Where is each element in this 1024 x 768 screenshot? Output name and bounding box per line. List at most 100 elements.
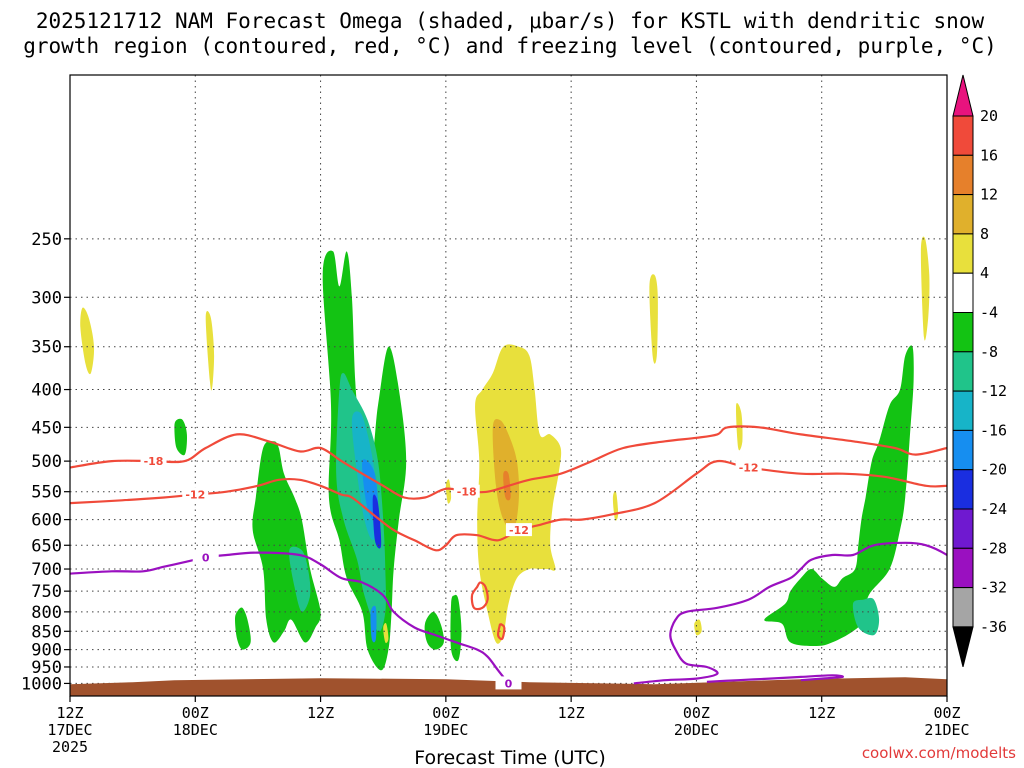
y-tick-label-1000: 1000 <box>21 674 62 694</box>
contour-label-1-2: -12 <box>739 461 759 474</box>
omega-region-3 <box>235 607 251 650</box>
y-tick-label-500: 500 <box>31 452 62 472</box>
x-tick-label-72: 12Z <box>808 704 835 722</box>
colorbar-label-9: -20 <box>980 461 1007 479</box>
contour-label-bg-0-1 <box>453 484 480 498</box>
x-tick-date-60: 20DEC <box>674 721 719 739</box>
contour-line-3 <box>496 622 506 641</box>
colorbar-bin-6 <box>952 312 974 353</box>
x-tick-label-48: 12Z <box>558 704 585 722</box>
colorbar-bin-12 <box>952 547 974 589</box>
colorbar-bin-8 <box>952 390 974 431</box>
colorbar-bin-10 <box>952 469 974 510</box>
contour-line-4 <box>70 551 510 685</box>
contour-label-bg-1-1 <box>505 523 532 537</box>
contour-label-4-1: 0 <box>505 677 513 690</box>
contour-label-bg-0-0 <box>140 454 167 468</box>
omega-region-13 <box>370 605 377 643</box>
colorbar-bottom-arrow <box>952 626 974 668</box>
colorbar-label-7: -12 <box>980 382 1007 400</box>
x-tick-date-84: 21DEC <box>924 721 969 739</box>
x-tick-date-0: 17DEC <box>47 721 92 739</box>
omega-region-4 <box>424 611 444 650</box>
colorbar-bin-1 <box>952 115 974 156</box>
contour-label-bg-4-1 <box>495 676 522 690</box>
y-tick-label-850: 850 <box>31 622 62 642</box>
contour-lines: -18 -18 -12 -12 -12 0 0 <box>70 425 947 690</box>
omega-region-22 <box>383 623 389 644</box>
contour-label-1-0: -12 <box>185 489 205 502</box>
colorbar-label-12: -32 <box>980 579 1007 597</box>
y-tick-label-900: 900 <box>31 641 62 661</box>
y-tick-label-800: 800 <box>31 603 62 623</box>
x-axis-title: Forecast Time (UTC) <box>414 747 605 768</box>
colorbar-bin-13 <box>952 587 974 628</box>
colorbar-bin-2 <box>952 154 974 196</box>
omega-region-9 <box>289 546 311 613</box>
x-tick-label-60: 00Z <box>683 704 710 722</box>
chart-title-line-2: growth region (contoured, red, °C) and f… <box>23 34 997 58</box>
y-tick-label-400: 400 <box>31 381 62 401</box>
contour-line-5 <box>633 541 947 685</box>
chart-title-line-1: 2025121712 NAM Forecast Omega (shaded, μ… <box>36 9 985 33</box>
y-tick-label-300: 300 <box>31 288 62 308</box>
omega-region-5 <box>450 594 462 662</box>
colorbar-label-10: -24 <box>980 500 1007 518</box>
x-tick-label-36: 00Z <box>432 704 459 722</box>
colorbar-label-0: 20 <box>980 107 998 125</box>
credit-text: coolwx.com/modelts <box>862 744 1016 762</box>
contour-label-4-0: 0 <box>202 551 210 564</box>
x-tick-label-24: 12Z <box>307 704 334 722</box>
omega-region-21 <box>445 479 452 504</box>
contour-line-6 <box>706 674 845 683</box>
contour-label-bg-4-0 <box>192 550 219 564</box>
contour-label-0-0: -18 <box>144 455 164 468</box>
contour-label-1-1: -12 <box>509 524 529 537</box>
colorbar-label-6: -8 <box>980 343 998 361</box>
colorbar-label-3: 8 <box>980 225 989 243</box>
x-tick-date-12: 18DEC <box>173 721 218 739</box>
colorbar-label-13: -36 <box>980 618 1007 636</box>
colorbar-label-2: 12 <box>980 186 998 204</box>
y-tick-label-350: 350 <box>31 338 62 358</box>
colorbar-bin-3 <box>952 194 974 235</box>
colorbar-bin-7 <box>952 351 974 392</box>
contour-label-bg-1-0 <box>182 487 209 501</box>
omega-region-2 <box>174 418 188 456</box>
omega-region-19 <box>920 236 930 341</box>
colorbar-legend: 20 16 12 8 4 -4 -8 -12 -16 -20 -24 -28 -32 -36 <box>952 74 1007 668</box>
contour-label-0-1: -18 <box>457 486 477 499</box>
y-tick-label-650: 650 <box>31 536 62 556</box>
omega-region-6 <box>764 345 914 647</box>
y-tick-label-600: 600 <box>31 511 62 531</box>
y-axis: 2503003504004505005506006507007508008509… <box>21 230 70 694</box>
omega-region-18 <box>80 307 95 375</box>
contour-line-2 <box>470 581 489 611</box>
omega-region-8 <box>336 373 386 632</box>
y-tick-label-950: 950 <box>31 658 62 678</box>
y-tick-label-750: 750 <box>31 582 62 602</box>
colorbar-bin-11 <box>952 508 974 549</box>
x-tick-label-84: 00Z <box>933 704 960 722</box>
x-tick-year-0: 2025 <box>52 738 88 756</box>
colorbar-label-8: -16 <box>980 421 1007 439</box>
colorbar-label-4: 4 <box>980 264 989 282</box>
omega-region-16 <box>649 274 658 364</box>
x-tick-date-36: 19DEC <box>423 721 468 739</box>
omega-region-17 <box>205 311 215 391</box>
y-tick-label-550: 550 <box>31 483 62 503</box>
colorbar-bin-9 <box>952 429 974 471</box>
colorbar-bin-4 <box>952 233 974 274</box>
plot-frame <box>69 74 948 697</box>
omega-region-14 <box>372 494 382 549</box>
colorbar-label-1: 16 <box>980 146 998 164</box>
omega-region-10 <box>852 597 880 636</box>
x-tick-label-0: 12Z <box>56 704 83 722</box>
y-tick-label-700: 700 <box>31 560 62 580</box>
gridlines <box>70 75 947 696</box>
colorbar-top-arrow <box>952 74 974 117</box>
contour-label-bg-1-2 <box>735 460 762 474</box>
y-tick-label-250: 250 <box>31 230 62 250</box>
